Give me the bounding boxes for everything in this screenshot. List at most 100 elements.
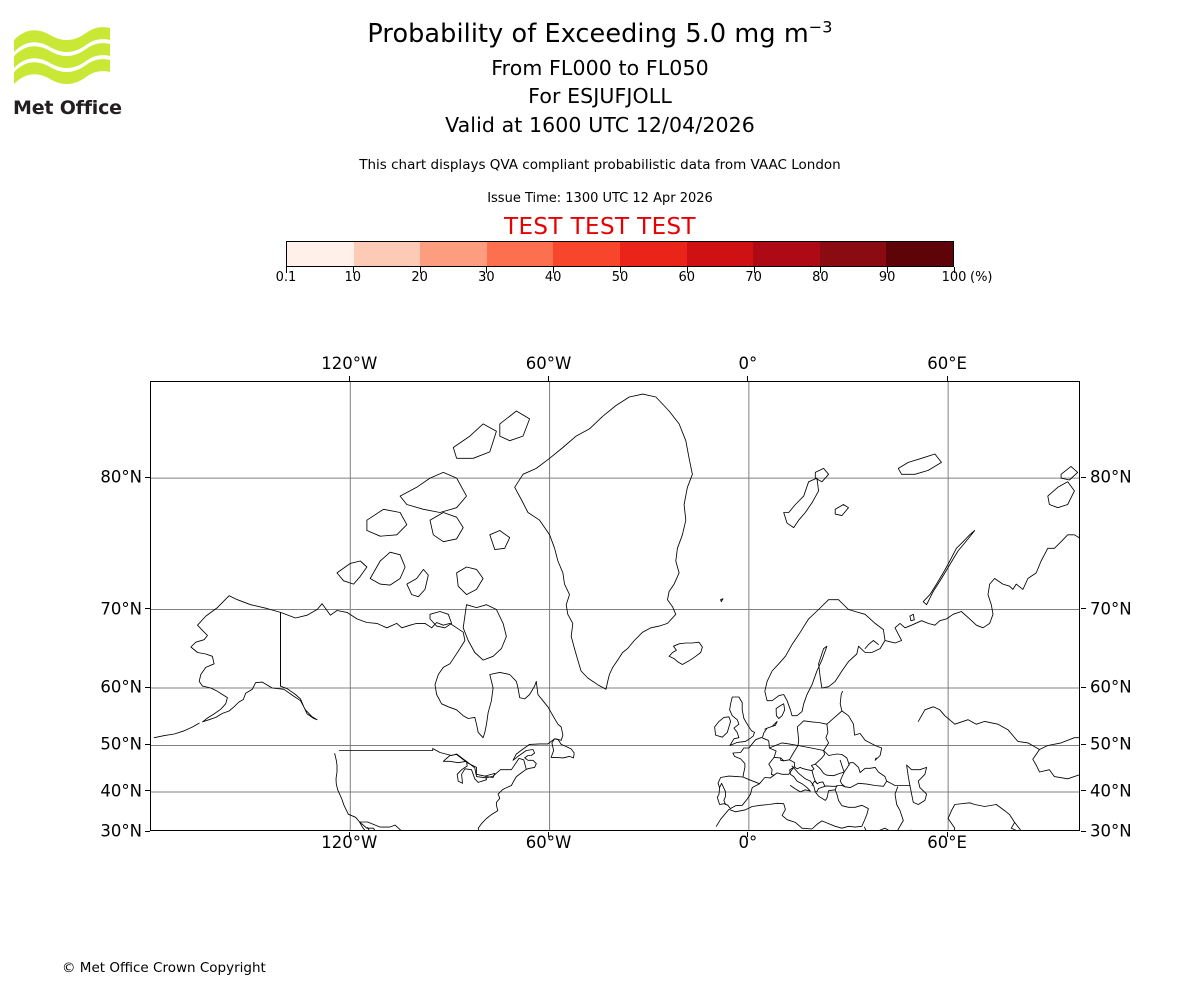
axis-label-right-60°N: 60°N bbox=[1090, 677, 1132, 697]
coastline-segment-35 bbox=[863, 826, 867, 830]
axis-label-right-50°N: 50°N bbox=[1090, 734, 1132, 754]
colorbar-tick-label-30: 30 bbox=[478, 270, 495, 285]
coastline-segment-54 bbox=[826, 690, 843, 725]
axis-label-top-0°: 0° bbox=[738, 354, 758, 373]
axis-label-bottom-120°W: 120°W bbox=[321, 833, 378, 852]
tick-top-0° bbox=[747, 376, 749, 381]
colorbar-tick-label-80: 80 bbox=[812, 270, 829, 285]
colorbar-band-8 bbox=[819, 242, 887, 266]
coastline-segment-18 bbox=[499, 410, 531, 442]
colorbar-tick-40 bbox=[553, 267, 555, 273]
coastline-segment-63 bbox=[719, 782, 727, 805]
colorbar-tick-20 bbox=[419, 267, 421, 273]
coastline-segment-25 bbox=[834, 504, 849, 517]
tick-right-60°N bbox=[1081, 686, 1086, 688]
axis-label-right-70°N: 70°N bbox=[1090, 599, 1132, 619]
map-plot-area[interactable] bbox=[150, 381, 1080, 831]
coastline-segment-31 bbox=[775, 703, 786, 719]
tick-left-30°N bbox=[145, 830, 150, 832]
coastline-segment-16 bbox=[399, 471, 467, 513]
axis-label-left-80°N: 80°N bbox=[100, 467, 142, 487]
coastline-segment-58 bbox=[814, 763, 845, 777]
coastline-segment-28 bbox=[714, 716, 732, 738]
colorbar-band-9 bbox=[886, 242, 953, 266]
coastline-segment-49 bbox=[768, 756, 775, 776]
axis-label-left-40°N: 40°N bbox=[100, 781, 142, 801]
coastline-segment-34 bbox=[715, 789, 869, 830]
colorbar-band-7 bbox=[753, 242, 820, 266]
colorbar-unit-label: (%) bbox=[970, 270, 993, 285]
coastline-segment-41 bbox=[922, 530, 976, 606]
axis-label-right-80°N: 80°N bbox=[1090, 467, 1132, 487]
axis-label-top-60°W: 60°W bbox=[525, 354, 572, 373]
colorbar-tick-labels: 0.1 10 20 30 40 50 60 70 80 90 100 bbox=[0, 270, 1200, 290]
tick-right-40°N bbox=[1081, 790, 1086, 792]
colorbar-tick-50 bbox=[620, 267, 621, 273]
issue-time: Issue Time: 1300 UTC 12 Apr 2026 bbox=[487, 191, 713, 206]
coastline-segment-19 bbox=[452, 423, 497, 459]
coastline-segment-36 bbox=[879, 827, 912, 830]
page-title: Probability of Exceeding 5.0 mg m−3 bbox=[0, 19, 1200, 50]
coastline-segment-24 bbox=[814, 467, 830, 483]
colorbar-tick-label-70: 70 bbox=[745, 270, 762, 285]
coastline-segment-0 bbox=[190, 595, 318, 723]
tick-right-70°N bbox=[1081, 608, 1086, 610]
axis-label-bottom-0°: 0° bbox=[738, 833, 758, 852]
coastline-segment-38 bbox=[906, 764, 928, 805]
tick-right-30°N bbox=[1081, 830, 1086, 832]
tick-left-60°N bbox=[145, 686, 150, 688]
coastline-segment-79 bbox=[1010, 821, 1017, 830]
tick-left-40°N bbox=[145, 790, 150, 792]
coastline-segment-32 bbox=[716, 720, 846, 810]
tick-top-60°E bbox=[946, 376, 948, 381]
coastline-segment-73 bbox=[442, 754, 496, 784]
coastline-segment-78 bbox=[995, 804, 1022, 830]
colorbar-ticks bbox=[286, 267, 955, 275]
coastline-segment-14 bbox=[462, 604, 507, 661]
tick-top-120°W bbox=[348, 376, 350, 381]
coastline-segment-29 bbox=[764, 599, 886, 717]
coastline-segment-39 bbox=[839, 762, 888, 789]
coastline-segment-51 bbox=[768, 742, 799, 761]
axis-label-left-70°N: 70°N bbox=[100, 599, 142, 619]
test-banner: TEST TEST TEST bbox=[504, 214, 696, 240]
tick-left-80°N bbox=[145, 476, 150, 478]
coastline-segment-56 bbox=[823, 750, 850, 766]
axis-label-left-30°N: 30°N bbox=[100, 821, 142, 841]
coastline-segment-61 bbox=[793, 766, 813, 772]
coastline-segment-77 bbox=[947, 810, 956, 830]
page-title-exponent: −3 bbox=[808, 17, 833, 37]
tick-bottom-60°E bbox=[946, 832, 948, 837]
coastline-segment-9 bbox=[336, 560, 368, 585]
title-valid-time: Valid at 1600 UTC 12/04/2026 bbox=[445, 112, 755, 137]
coastline-segment-55 bbox=[841, 710, 883, 761]
coastline-segment-64 bbox=[338, 748, 527, 779]
coastline-segment-80 bbox=[1032, 737, 1079, 780]
met-office-logo: Met Office bbox=[12, 24, 142, 119]
axis-label-bottom-60°W: 60°W bbox=[525, 833, 572, 852]
coastline-segment-48 bbox=[762, 737, 770, 742]
colorbar-band-3 bbox=[486, 242, 554, 266]
colorbar-band-0 bbox=[287, 242, 354, 266]
map-coastlines bbox=[153, 393, 1079, 830]
coastline-segment-6 bbox=[334, 753, 376, 830]
title-volcano: For ESJUFJOLL bbox=[528, 84, 672, 108]
coastline-segment-66 bbox=[359, 821, 402, 830]
tick-right-50°N bbox=[1081, 743, 1086, 745]
coastline-segment-12 bbox=[429, 611, 453, 629]
coastline-segment-57 bbox=[839, 759, 845, 773]
colorbar-tick-0.1 bbox=[286, 267, 287, 273]
coastline-segment-81 bbox=[917, 706, 1040, 750]
tick-right-80°N bbox=[1081, 476, 1086, 478]
tick-bottom-0° bbox=[747, 832, 749, 837]
coastline-segment-60 bbox=[811, 780, 818, 786]
tick-left-70°N bbox=[145, 608, 150, 610]
colorbar-tick-label-0.1: 0.1 bbox=[275, 270, 297, 285]
title-block: Probability of Exceeding 5.0 mg m−3 From… bbox=[0, 19, 1200, 137]
coastline-segment-45 bbox=[909, 613, 915, 622]
coastline-segment-42 bbox=[1047, 481, 1075, 509]
axis-label-bottom-60°E: 60°E bbox=[927, 833, 967, 852]
tick-bottom-120°W bbox=[348, 832, 350, 837]
colorbar-tick-label-20: 20 bbox=[411, 270, 428, 285]
coastline-segment-50 bbox=[780, 757, 785, 762]
